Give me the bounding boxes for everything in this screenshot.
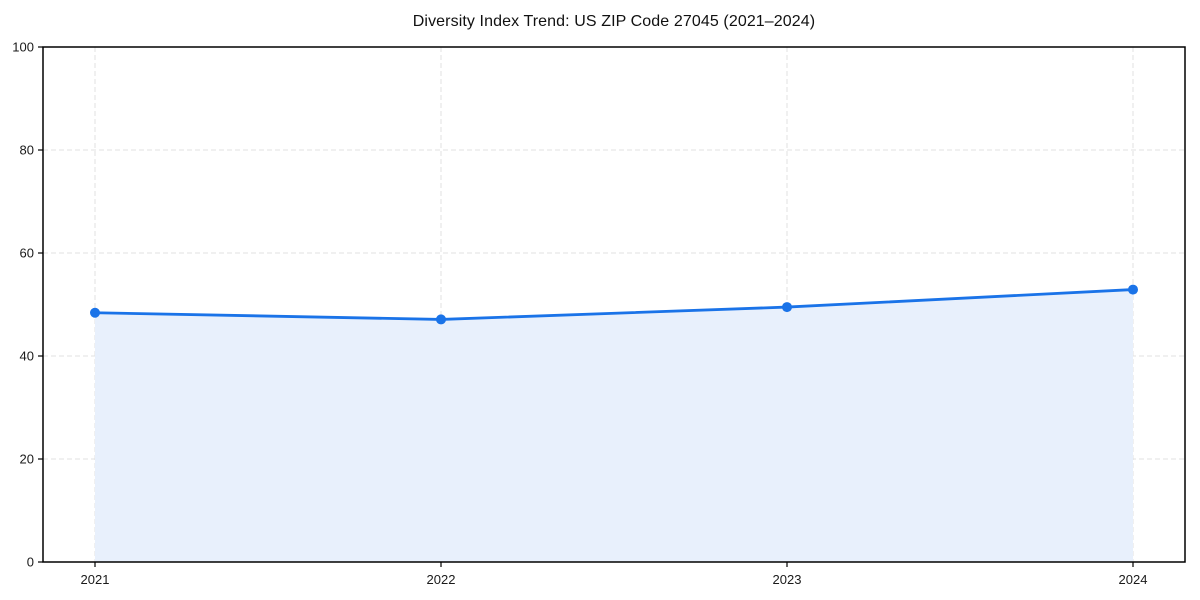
y-tick-label: 0	[27, 555, 34, 570]
x-tick-label: 2024	[1119, 572, 1148, 587]
trend-line	[93, 288, 1135, 321]
data-point-marker	[90, 307, 100, 318]
y-tick-label: 40	[20, 349, 34, 364]
y-tick-label: 20	[20, 452, 34, 467]
data-point-marker	[782, 302, 792, 313]
y-tick-label: 100	[12, 40, 34, 55]
x-tick-label: 2021	[81, 572, 110, 587]
x-tick-label: 2023	[773, 572, 802, 587]
area-fill	[95, 289, 1133, 562]
y-tick-label: 80	[20, 143, 34, 158]
data-point-marker	[1128, 284, 1138, 295]
y-tick-label: 60	[20, 246, 34, 261]
chart-title: Diversity Index Trend: US ZIP Code 27045…	[412, 13, 816, 30]
x-tick-label: 2022	[427, 572, 456, 587]
data-point-marker	[436, 314, 446, 325]
plot-border	[42, 46, 1186, 563]
